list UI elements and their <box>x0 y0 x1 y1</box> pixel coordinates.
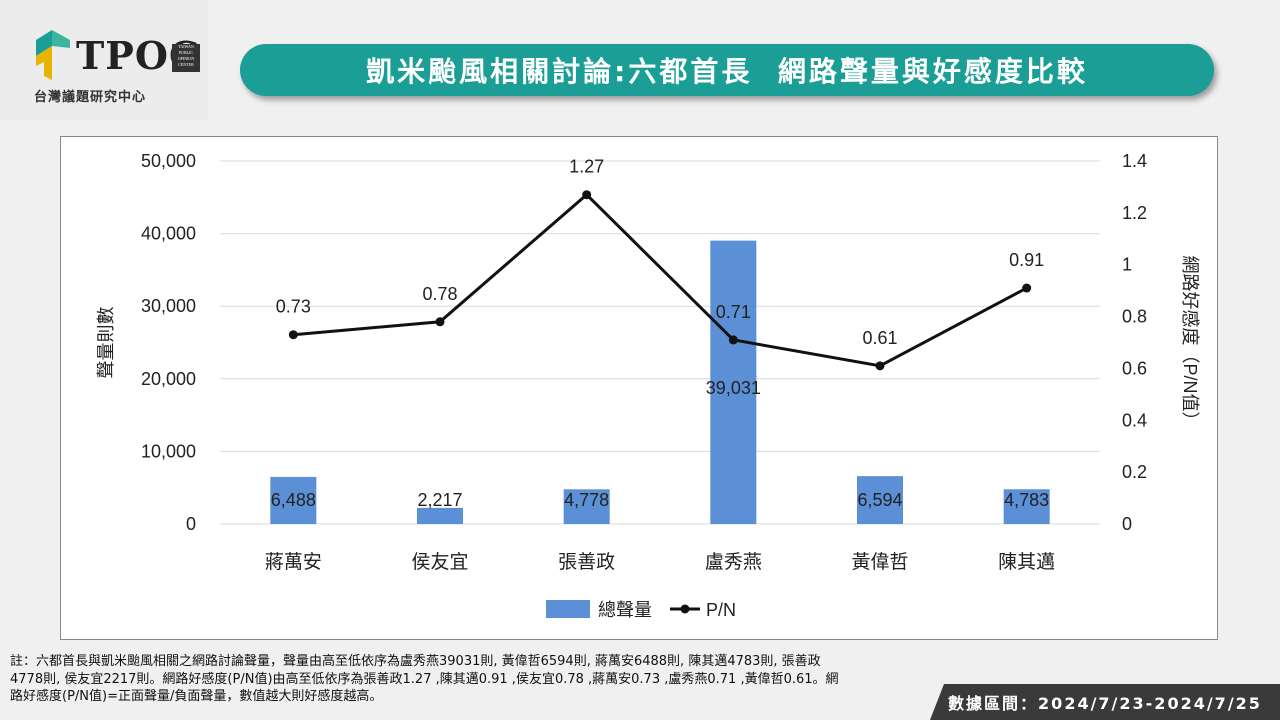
footnote: 註：六都首長與凱米颱風相關之網路討論聲量，聲量由高至低依序為盧秀燕39031則,… <box>10 654 839 704</box>
y2-tick-label: 0.2 <box>1122 462 1147 482</box>
x-tick-label: 黃偉哲 <box>851 551 908 573</box>
pn-point <box>435 317 445 327</box>
bar <box>417 507 463 524</box>
pn-data-label: 0.73 <box>276 297 311 317</box>
x-tick-label: 陳其邁 <box>998 551 1055 573</box>
bar <box>270 476 317 524</box>
pn-point <box>728 335 738 345</box>
legend-bar-label: 總聲量 <box>598 600 652 620</box>
bar <box>563 489 610 524</box>
pn-point <box>582 190 592 200</box>
legend-line-label: P/N <box>706 600 736 620</box>
bar <box>710 240 757 524</box>
pn-data-label: 0.71 <box>716 302 751 322</box>
pn-data-label: 1.27 <box>569 157 604 177</box>
bar-data-label: 39,031 <box>706 378 761 398</box>
y-tick-label: 50,000 <box>141 151 196 171</box>
pn-point <box>875 361 885 371</box>
date-range-badge: 數據區間：2024/7/23-2024/7/25 <box>930 684 1280 720</box>
y-tick-label: 20,000 <box>141 369 196 389</box>
y-tick-label: 40,000 <box>141 224 196 244</box>
pn-point <box>288 330 298 340</box>
y2-axis-title: 網路好感度（P/N值） <box>1180 255 1200 429</box>
y2-tick-label: 0.8 <box>1122 307 1147 327</box>
y2-tick-label: 1.4 <box>1122 151 1147 171</box>
bar <box>1003 489 1050 524</box>
y2-tick-label: 0.4 <box>1122 410 1147 430</box>
y-tick-label: 10,000 <box>141 441 196 461</box>
bar-data-label: 2,217 <box>417 490 462 510</box>
x-tick-label: 盧秀燕 <box>705 551 762 573</box>
chart: 0 10,000 20,000 30,000 40,000 50,000 0 0.2 0.4 0.… <box>96 151 1200 620</box>
pn-data-label: 0.61 <box>862 328 897 348</box>
bar-data-label: 6,594 <box>857 490 902 510</box>
x-tick-label: 侯友宜 <box>411 551 468 573</box>
legend-line-marker <box>680 604 690 614</box>
chart-frame <box>60 136 1218 640</box>
y2-tick-label: 0.6 <box>1122 358 1147 378</box>
logo-subtitle: 台灣議題研究中心 <box>34 90 147 105</box>
y2-tick-label: 0 <box>1122 514 1132 534</box>
y-axis-title: 聲量則數 <box>96 307 116 379</box>
y-tick-label: 0 <box>186 514 196 534</box>
y2-tick-label: 1.2 <box>1122 203 1147 223</box>
y-tick-label: 30,000 <box>141 296 196 316</box>
bar-data-label: 4,783 <box>1004 490 1049 510</box>
y2-tick-label: 1 <box>1122 255 1132 275</box>
bar-data-label: 6,488 <box>271 490 316 510</box>
pn-data-label: 0.91 <box>1009 250 1044 270</box>
logo: TPOC TAIWAN PUBLIC OPINION CENTER 台灣議題研究… <box>0 0 208 120</box>
page-title: 凱米颱風相關討論:六都首長 網路聲量與好感度比較 <box>366 55 1088 88</box>
pn-line <box>293 192 1028 368</box>
legend-bar-swatch <box>546 600 590 618</box>
x-tick-label: 蔣萬安 <box>265 551 322 573</box>
logo-seal: TAIWAN PUBLIC OPINION CENTER <box>172 44 200 72</box>
x-tick-label: 張善政 <box>558 551 615 573</box>
pn-point <box>1022 283 1032 293</box>
title-banner: 凱米颱風相關討論:六都首長 網路聲量與好感度比較 <box>240 44 1214 96</box>
logo-mark-icon <box>36 30 70 80</box>
pn-data-label: 0.78 <box>422 284 457 304</box>
bar-data-label: 4,778 <box>564 490 609 510</box>
bar <box>857 476 903 524</box>
